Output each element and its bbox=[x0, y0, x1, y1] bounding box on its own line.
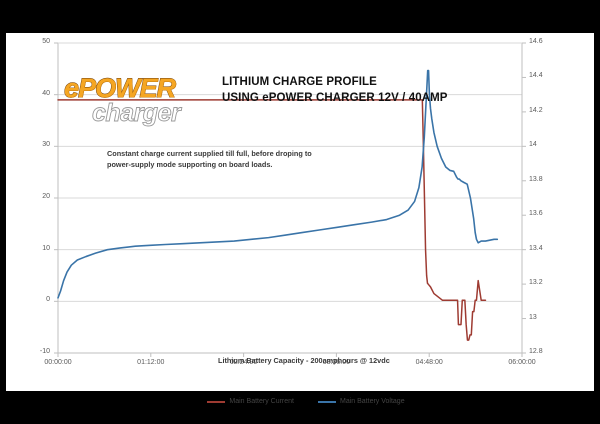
y-axis-right-tick: 13.2 bbox=[529, 279, 543, 287]
series-line-main-battery-current bbox=[57, 99, 487, 341]
y-axis-left-tick: 40 bbox=[42, 89, 50, 97]
logo-sub-text: charger bbox=[92, 99, 182, 128]
x-axis-tick: 02:24:00 bbox=[229, 359, 258, 366]
chart-title: LITHIUM CHARGE PROFILE USING ePOWER CHAR… bbox=[222, 75, 448, 106]
legend-item[interactable]: Main Battery Current bbox=[207, 398, 294, 405]
epower-charger-logo: ePOWER charger bbox=[64, 73, 209, 131]
y-axis-left-tick: 0 bbox=[46, 296, 50, 304]
annotation-line-1: Constant charge current supplied till fu… bbox=[107, 149, 312, 158]
y-axis-right-tick: 13.6 bbox=[529, 210, 543, 218]
chart-footnote: Lithium Battery Capacity - 200amphours @… bbox=[218, 356, 390, 365]
legend-label: Main Battery Current bbox=[229, 398, 294, 405]
y-axis-left-tick: -10 bbox=[39, 348, 50, 355]
y-axis-right-tick: 13.4 bbox=[529, 244, 543, 252]
y-axis-right-tick: 13 bbox=[529, 313, 537, 321]
legend-swatch-icon bbox=[207, 400, 226, 403]
legend-item[interactable]: Main Battery Voltage bbox=[318, 398, 405, 405]
x-axis-tick: 03:36:00 bbox=[322, 359, 351, 366]
y-axis-left-tick: 50 bbox=[42, 38, 50, 45]
y-axis-left-tick: 10 bbox=[42, 244, 50, 252]
y-axis-left-tick: 30 bbox=[42, 141, 50, 149]
chart-annotation: Constant charge current supplied till fu… bbox=[107, 149, 312, 170]
chart-plot bbox=[54, 42, 526, 357]
y-axis-right-tick: 14.4 bbox=[529, 72, 543, 80]
series-line-main-battery-voltage bbox=[57, 69, 499, 299]
y-axis-right-tick: 12.8 bbox=[529, 348, 543, 355]
chart-canvas: -10 0 10 20 30 40 50 12.8 13 13.2 13.4 13.6 13.8 14 1… bbox=[6, 33, 594, 405]
x-axis-tick: 04:48:00 bbox=[415, 359, 443, 366]
x-axis-tick: 06:00:00 bbox=[508, 359, 536, 366]
logo-brand-text: ePOWER bbox=[64, 73, 177, 104]
y-axis-right-tick: 13.8 bbox=[529, 175, 543, 183]
legend-label: Main Battery Voltage bbox=[340, 398, 405, 405]
chart-legend: Main Battery Current Main Battery Voltage bbox=[6, 398, 600, 405]
y-axis-left-tick: 20 bbox=[42, 193, 50, 200]
chart-title-line-2: USING ePOWER CHARGER 12V / 40AMP bbox=[222, 91, 448, 104]
x-axis-tick: 01:12:00 bbox=[137, 359, 165, 366]
legend-swatch-icon bbox=[318, 400, 336, 403]
annotation-line-2: power-supply mode supporting on board lo… bbox=[107, 159, 273, 169]
axis-ticks bbox=[54, 42, 526, 357]
chart-title-line-1: LITHIUM CHARGE PROFILE bbox=[222, 76, 377, 88]
y-axis-right-tick: 14.6 bbox=[529, 38, 543, 45]
y-axis-right-tick: 14.2 bbox=[529, 106, 543, 114]
x-axis-tick: 00:00:00 bbox=[44, 359, 72, 366]
y-axis-right-tick: 14 bbox=[529, 141, 537, 149]
